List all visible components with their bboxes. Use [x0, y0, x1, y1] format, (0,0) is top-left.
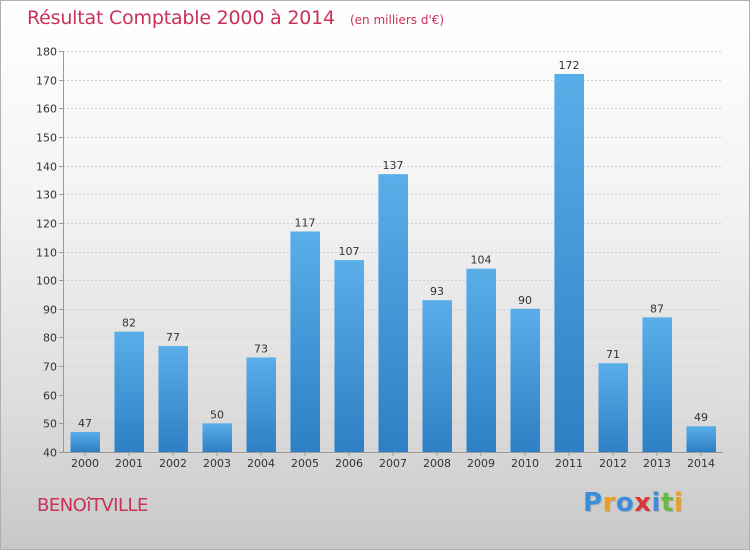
y-tick-label: 180 — [36, 46, 57, 59]
bar-highlight — [114, 331, 115, 452]
bar-highlight — [598, 363, 599, 452]
data-labels: 47 82 77 50 73 117 107 137 93 104 90 172 71 87 49 — [78, 59, 708, 430]
data-label-2007: 137 — [383, 159, 404, 172]
bar-highlight — [246, 357, 247, 452]
bar-2010[interactable] — [510, 308, 540, 452]
title-row: Résultat Comptable 2000 à 2014 (en milli… — [27, 7, 444, 29]
x-tick-label-2006: 2006 — [335, 457, 363, 470]
x-tick-label-2005: 2005 — [291, 457, 319, 470]
bar-2014[interactable] — [686, 426, 716, 452]
x-tick-label-2001: 2001 — [115, 457, 143, 470]
bar-2001[interactable] — [114, 331, 144, 452]
x-tick-label-2000: 2000 — [71, 457, 99, 470]
data-label-2014: 49 — [694, 411, 708, 424]
bar-2007[interactable] — [378, 174, 408, 452]
commune-name: BENOîTVILLE — [37, 495, 148, 516]
bar-2008[interactable] — [422, 300, 452, 452]
data-label-2008: 93 — [430, 285, 444, 298]
logo-letter: P — [583, 488, 603, 518]
bar-2013[interactable] — [642, 317, 672, 452]
x-tick-label-2009: 2009 — [467, 457, 495, 470]
chart-unit: (en milliers d'€) — [349, 13, 445, 27]
x-tick-label-2003: 2003 — [203, 457, 231, 470]
y-tick-label: 80 — [43, 332, 57, 345]
proxiti-logo[interactable]: Proxiti — [583, 488, 683, 518]
y-tick-label: 150 — [36, 132, 57, 145]
logo-letter: i — [651, 488, 661, 518]
y-tick-label: 140 — [36, 161, 57, 174]
data-label-2006: 107 — [339, 245, 360, 258]
bar-highlight — [686, 426, 687, 452]
x-tick-label-2013: 2013 — [643, 457, 671, 470]
data-label-2003: 50 — [210, 408, 224, 421]
y-tick-label: 130 — [36, 189, 57, 202]
bar-highlight — [70, 431, 71, 452]
data-label-2002: 77 — [166, 331, 180, 344]
bar-highlight — [642, 317, 643, 452]
data-label-2011: 172 — [559, 59, 580, 72]
y-tick-label: 50 — [43, 418, 57, 431]
y-tick-label: 40 — [43, 447, 57, 460]
bar-highlight — [158, 346, 159, 452]
axes — [59, 51, 723, 456]
data-label-2010: 90 — [518, 294, 532, 307]
bar-highlight — [334, 260, 335, 452]
bar-highlight — [422, 300, 423, 452]
x-tick-label-2007: 2007 — [379, 457, 407, 470]
tick-labels: 40 50 60 70 80 90 100 110 120 130 140 150 160 170 180 2… — [36, 46, 715, 471]
bar-2012[interactable] — [598, 363, 628, 452]
bars — [70, 73, 716, 453]
x-tick-label-2011: 2011 — [555, 457, 583, 470]
logo-letter: o — [615, 488, 635, 518]
y-tick-label: 170 — [36, 75, 57, 88]
x-tick-label-2012: 2012 — [599, 457, 627, 470]
bar-highlight — [202, 423, 203, 452]
bar-2004[interactable] — [246, 357, 276, 452]
bar-highlight — [378, 174, 379, 452]
y-tick-label: 110 — [36, 247, 57, 260]
y-tick-label: 160 — [36, 103, 57, 116]
data-label-2009: 104 — [471, 254, 492, 267]
y-tick-label: 60 — [43, 390, 57, 403]
chart-title: Résultat Comptable 2000 à 2014 — [27, 7, 335, 29]
bar-highlight — [554, 73, 555, 453]
bar-highlight — [466, 268, 467, 452]
bar-2009[interactable] — [466, 268, 496, 452]
x-tick-label-2008: 2008 — [423, 457, 451, 470]
logo-letter: t — [660, 488, 674, 518]
bar-2003[interactable] — [202, 423, 232, 452]
y-tick-label: 70 — [43, 361, 57, 374]
data-label-2005: 117 — [295, 216, 316, 229]
data-label-2013: 87 — [650, 302, 664, 315]
bar-2002[interactable] — [158, 346, 188, 452]
bar-highlight — [510, 308, 511, 452]
logo-letter: r — [602, 488, 616, 518]
x-tick-label-2002: 2002 — [159, 457, 187, 470]
data-label-2000: 47 — [78, 417, 92, 430]
x-tick-label-2004: 2004 — [247, 457, 275, 470]
y-tick-label: 90 — [43, 304, 57, 317]
x-tick-label-2014: 2014 — [687, 457, 715, 470]
bar-2005[interactable] — [290, 231, 320, 452]
logo-letter: x — [634, 488, 652, 518]
y-tick-label: 120 — [36, 218, 57, 231]
bar-2000[interactable] — [70, 431, 100, 452]
data-label-2012: 71 — [606, 348, 620, 361]
bar-chart: 47 82 77 50 73 117 107 137 93 104 90 172 71 87 49 40 50… — [36, 46, 723, 471]
bar-highlight — [290, 231, 291, 452]
bar-2011[interactable] — [554, 73, 584, 453]
x-tick-label-2010: 2010 — [511, 457, 539, 470]
bar-2006[interactable] — [334, 260, 364, 452]
data-label-2001: 82 — [122, 317, 136, 330]
data-label-2004: 73 — [254, 342, 268, 355]
logo-letter: i — [673, 488, 684, 518]
y-tick-label: 100 — [36, 275, 57, 288]
